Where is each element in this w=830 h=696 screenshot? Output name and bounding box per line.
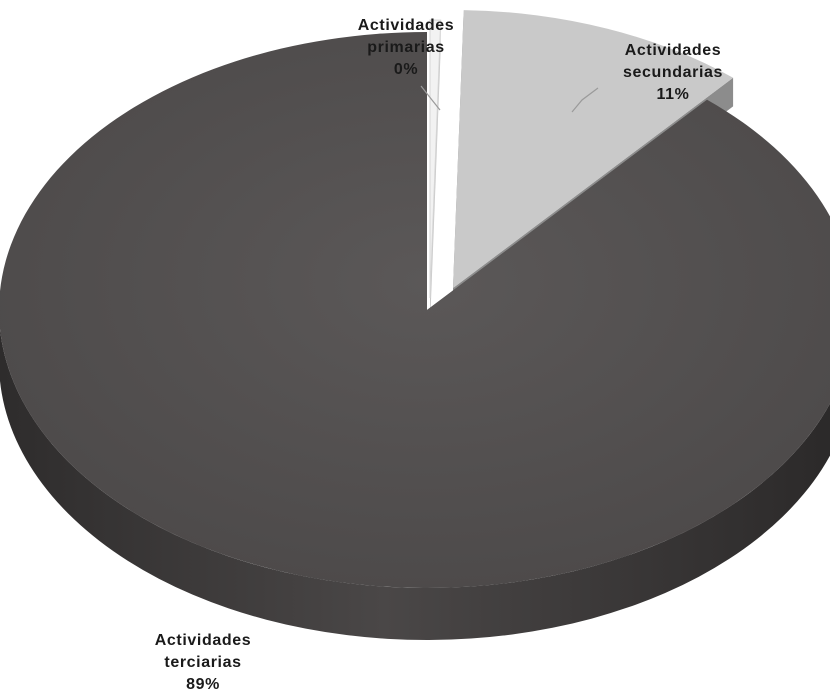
data-label-1-line-0: Actividades — [625, 42, 721, 59]
data-label-0-line-0: Actividades — [358, 17, 454, 34]
pie-side-2-0 — [0, 328, 830, 640]
data-label-2-line-0: Actividades — [155, 632, 251, 649]
pie-slice-0 — [429, 19, 442, 299]
data-label-2-percent: 89% — [186, 676, 220, 693]
data-label-1-percent: 11% — [657, 86, 690, 103]
data-label-2: Actividades terciarias 89% — [155, 632, 251, 693]
leader-line-0 — [420, 85, 441, 111]
data-label-1-line-1: secundarias — [623, 64, 723, 81]
data-label-1: Actividades secundarias 11% — [623, 42, 723, 103]
data-label-0-line-1: primarias — [367, 39, 444, 56]
pie-slice-1 — [453, 10, 734, 288]
data-label-2-line-1: terciarias — [164, 654, 241, 671]
leader-line-1 — [571, 87, 599, 113]
data-label-0: Actividades primarias 0% — [358, 17, 454, 78]
data-label-0-percent: 0% — [394, 61, 418, 78]
pie-slice-2 — [0, 32, 830, 588]
